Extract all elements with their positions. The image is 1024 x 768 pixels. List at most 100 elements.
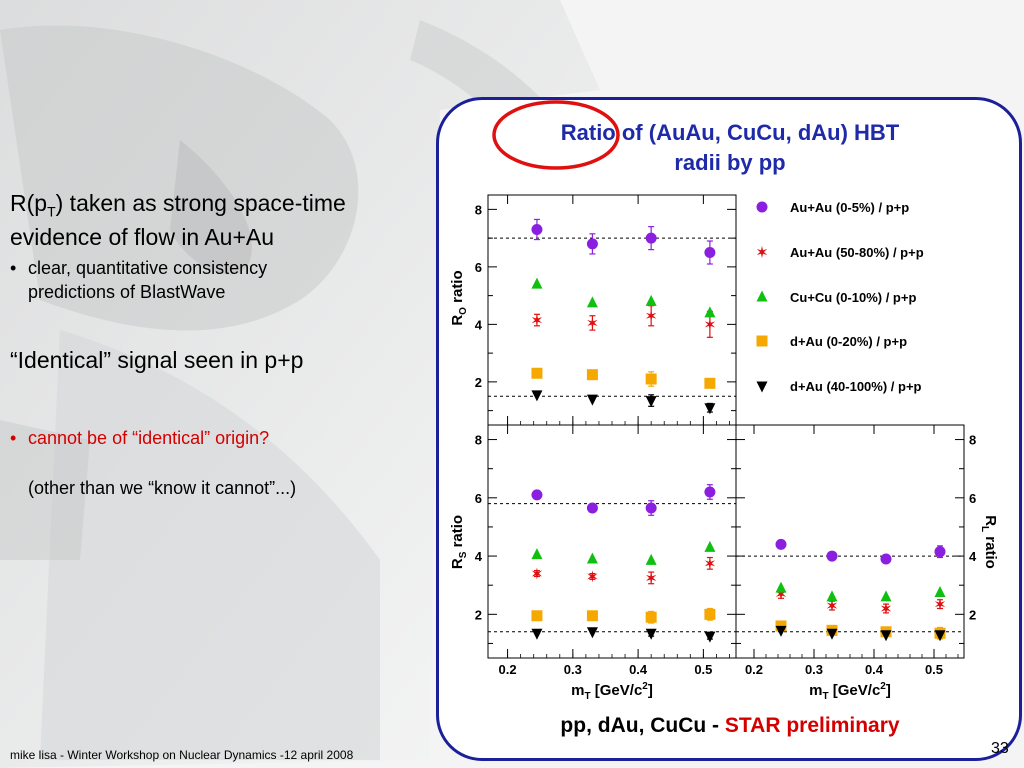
data-point-bottom-right bbox=[775, 587, 787, 600]
legend-marker bbox=[756, 335, 768, 347]
data-point-bottom-right bbox=[934, 598, 946, 611]
data-point-bottom-left bbox=[704, 486, 716, 498]
panel-frame-top-left bbox=[487, 194, 737, 426]
data-point-top-left bbox=[645, 396, 657, 408]
heading-flow: evidence of flow in Au+Au bbox=[10, 224, 275, 250]
data-point-bottom-right bbox=[934, 546, 946, 558]
data-point-bottom-right bbox=[775, 581, 787, 593]
ytick-label-top-left: 6 bbox=[475, 260, 482, 275]
data-point-bottom-right bbox=[826, 550, 838, 562]
footer-author: mike lisa - Winter Workshop on Nuclear D… bbox=[10, 748, 354, 762]
data-point-top-left bbox=[531, 367, 543, 379]
data-point-bottom-left bbox=[704, 631, 716, 643]
ytick-label-bottom-left: 6 bbox=[475, 491, 482, 506]
data-point-bottom-right bbox=[775, 538, 787, 550]
xtick-label-bottom-right: 0.5 bbox=[925, 662, 943, 677]
data-point-top-left bbox=[586, 238, 598, 250]
legend-label: d+Au (0-20%) / p+p bbox=[790, 334, 907, 349]
data-point-top-left bbox=[645, 373, 657, 385]
bullet-origin-continued: (other than we “know it cannot”...) bbox=[28, 478, 297, 498]
bullet-origin: • cannot be of “identical” origin? bbox=[10, 428, 270, 448]
data-point-bottom-left bbox=[645, 553, 657, 565]
bottom-label: pp, dAu, CuCu - STAR preliminary bbox=[560, 714, 900, 737]
data-point-bottom-right bbox=[934, 585, 946, 597]
data-point-bottom-left bbox=[587, 570, 598, 583]
star-preliminary-label: STAR preliminary bbox=[724, 714, 900, 737]
data-point-bottom-left bbox=[531, 628, 543, 640]
panel-frame-bottom-left bbox=[487, 424, 737, 659]
page-number: 33 bbox=[991, 740, 1009, 757]
xtick-label-bottom-right: 0.4 bbox=[865, 662, 884, 677]
figure-frame bbox=[436, 97, 1022, 761]
data-point-bottom-left bbox=[586, 610, 598, 622]
data-point-bottom-left bbox=[531, 610, 543, 622]
legend-marker bbox=[756, 246, 768, 258]
legend-label: Au+Au (0-5%) / p+p bbox=[790, 200, 909, 215]
ylabel-ro: RO ratio bbox=[449, 270, 469, 325]
data-point-bottom-left bbox=[586, 627, 598, 639]
data-point-bottom-left bbox=[531, 489, 543, 501]
ytick-label-bottom-left: 8 bbox=[475, 433, 482, 448]
data-point-bottom-right bbox=[880, 590, 892, 602]
data-point-bottom-left bbox=[586, 502, 598, 514]
data-point-top-left bbox=[645, 294, 657, 306]
ytick-label-bottom-right: 4 bbox=[969, 549, 977, 564]
data-point-top-left bbox=[646, 309, 657, 322]
data-point-bottom-left bbox=[704, 540, 716, 552]
data-point-top-left bbox=[586, 369, 598, 381]
panel-frame-bottom-right bbox=[735, 424, 965, 659]
ylabel-rl: RL ratio bbox=[979, 515, 999, 569]
xtick-label-bottom-left: 0.3 bbox=[564, 662, 582, 677]
data-point-bottom-right bbox=[880, 602, 892, 615]
xtick-label-bottom-left: 0.5 bbox=[694, 662, 712, 677]
data-point-bottom-right bbox=[826, 599, 838, 612]
heading-identical: “Identical” signal seen in p+p bbox=[10, 347, 304, 373]
xtick-label-bottom-left: 0.4 bbox=[629, 662, 648, 677]
hbt-ratio-chart: 2 4 6 8 2 4 6 8 0.2 0.3 0.4 0.5 2 4 6 8 0.2 0.3 0.4 0.5 Au+A… bbox=[449, 194, 999, 702]
xlabel-right: mT [GeV/c2] bbox=[809, 681, 891, 702]
data-point-top-left bbox=[531, 390, 543, 402]
data-point-top-left bbox=[586, 296, 598, 308]
ytick-label-bottom-left: 2 bbox=[475, 607, 482, 622]
data-point-bottom-left bbox=[646, 571, 657, 584]
ytick-label-bottom-right: 6 bbox=[969, 491, 976, 506]
data-point-bottom-left bbox=[645, 502, 657, 514]
data-point-bottom-left bbox=[531, 548, 543, 560]
data-point-bottom-right bbox=[880, 553, 892, 565]
data-point-top-left bbox=[531, 314, 543, 327]
xlabel-left: mT [GeV/c2] bbox=[571, 681, 653, 702]
xtick-label-bottom-right: 0.3 bbox=[805, 662, 823, 677]
data-point-bottom-left bbox=[645, 628, 657, 640]
data-point-bottom-right bbox=[934, 630, 946, 642]
highlight-circle bbox=[492, 100, 620, 170]
ytick-label-bottom-right: 2 bbox=[969, 607, 976, 622]
ylabel-rs: RS ratio bbox=[449, 515, 469, 569]
legend-marker bbox=[756, 290, 768, 302]
data-point-bottom-left bbox=[586, 552, 598, 564]
heading-rpt: R(pT) taken as strong space-time bbox=[10, 190, 346, 220]
data-point-top-left bbox=[704, 318, 716, 331]
data-point-top-left bbox=[704, 306, 716, 318]
legend-marker bbox=[756, 381, 768, 393]
ytick-label-top-left: 2 bbox=[475, 375, 482, 390]
ytick-label-top-left: 8 bbox=[475, 202, 482, 217]
data-point-bottom-left bbox=[704, 557, 716, 570]
data-point-top-left bbox=[586, 394, 598, 406]
data-point-top-left bbox=[645, 232, 657, 244]
xtick-label-bottom-left: 0.2 bbox=[499, 662, 517, 677]
ytick-label-bottom-right: 8 bbox=[969, 433, 976, 448]
data-point-bottom-right bbox=[880, 630, 892, 642]
data-point-bottom-right bbox=[775, 625, 787, 637]
ytick-label-bottom-left: 4 bbox=[475, 549, 483, 564]
data-point-bottom-right bbox=[826, 628, 838, 640]
data-point-top-left bbox=[704, 403, 716, 415]
data-point-top-left bbox=[704, 247, 716, 258]
data-point-bottom-right bbox=[826, 590, 838, 602]
legend-marker bbox=[756, 201, 768, 213]
legend-label: Au+Au (50-80%) / p+p bbox=[790, 245, 924, 260]
data-point-top-left bbox=[531, 224, 543, 235]
ytick-label-top-left: 4 bbox=[475, 317, 483, 332]
data-point-bottom-left bbox=[704, 608, 716, 620]
legend-label: Cu+Cu (0-10%) / p+p bbox=[790, 290, 916, 305]
data-point-bottom-left bbox=[645, 611, 657, 623]
